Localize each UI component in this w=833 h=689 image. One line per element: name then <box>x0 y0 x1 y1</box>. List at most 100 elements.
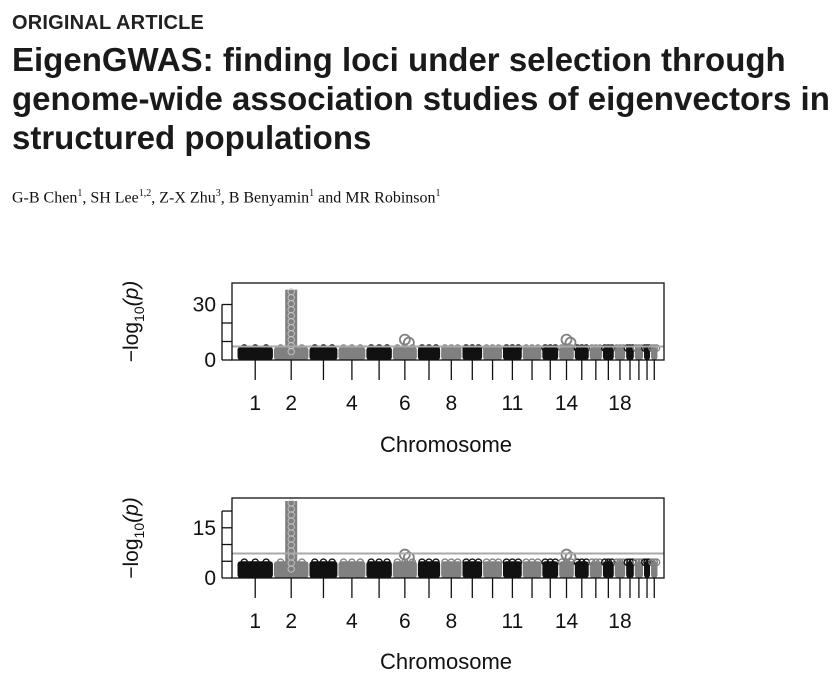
y-tick-label: 0 <box>204 567 216 590</box>
snp-point <box>632 344 640 352</box>
snp-point <box>402 336 415 349</box>
snp-point <box>356 344 365 352</box>
manhattan-panel: 0 30 −log10(p) 1 2 4 6 8 11 14 18 Chromosome <box>120 281 665 457</box>
snp-point <box>650 558 659 567</box>
chromosome-snp-block <box>602 561 614 578</box>
chromosome-snp-block <box>589 347 602 360</box>
snp-point <box>298 344 306 352</box>
snp-point <box>356 558 365 567</box>
chromosome-snp-block <box>651 347 658 360</box>
snp-point <box>328 344 336 352</box>
snp-point <box>287 348 295 356</box>
snp-point <box>375 344 383 352</box>
snp-point <box>600 558 609 567</box>
snp-point <box>287 559 295 567</box>
snp-point <box>652 558 661 567</box>
snp-point <box>287 523 295 531</box>
snp-point <box>287 529 295 537</box>
snp-point <box>588 344 596 352</box>
x-tick-label: 8 <box>445 392 457 415</box>
chromosome-snp-block <box>559 561 574 578</box>
snp-point <box>383 344 391 352</box>
chromosome-snp-block <box>503 347 522 360</box>
snp-point <box>287 565 295 573</box>
article-title-line: genome-wide association studies of eigen… <box>12 80 830 117</box>
article-title: EigenGWAS: finding loci under selection … <box>12 40 830 157</box>
snp-point <box>319 558 328 567</box>
snp-point <box>534 558 542 567</box>
chromosome-snp-block <box>483 347 503 360</box>
plot-frame <box>231 497 665 579</box>
snp-point <box>608 344 616 352</box>
snp-point <box>604 558 613 567</box>
snp-point <box>652 344 661 352</box>
x-tick-label: 2 <box>285 392 297 415</box>
snp-point <box>582 558 591 567</box>
x-tick-label: 11 <box>501 392 523 415</box>
snp-point <box>604 344 613 352</box>
snp-point <box>557 344 566 352</box>
snp-point <box>453 344 462 352</box>
snp-point <box>573 344 582 352</box>
article-title-line: structured populations <box>12 119 372 156</box>
snp-point <box>608 558 616 567</box>
snp-point <box>348 344 356 352</box>
plot-frame <box>231 282 665 361</box>
snp-point <box>298 558 306 567</box>
chromosome-snp-block <box>338 347 366 360</box>
chromosome-snp-block <box>503 561 522 578</box>
chromosome-snp-block <box>237 347 273 360</box>
chromosome-snp-block <box>483 561 503 578</box>
y-axis-label: −log10(p) <box>120 497 147 579</box>
snp-point <box>251 558 260 567</box>
author-affiliation: 1,2 <box>138 188 152 199</box>
x-tick-label: 14 <box>555 610 579 633</box>
chromosome-snp-block <box>574 347 589 360</box>
author-name: SH Lee <box>90 189 139 207</box>
chromosome-snp-block <box>522 347 542 360</box>
snp-point <box>339 344 348 352</box>
snp-point <box>474 344 483 352</box>
y-tick-label: 15 <box>193 517 216 540</box>
snp-point <box>577 344 586 352</box>
snp-point <box>474 558 483 567</box>
snp-point <box>616 344 624 352</box>
snp-point <box>546 344 555 352</box>
chromosome-snp-block <box>366 561 392 578</box>
author-name: G-B Chen <box>12 189 78 207</box>
manhattan-panel: 0 15 −log10(p) 1 2 4 6 8 11 14 18 Chromosome <box>120 497 665 674</box>
chromosome-snp-block <box>462 561 483 578</box>
snp-point <box>648 558 656 567</box>
chromosome-snp-block <box>542 561 559 578</box>
snp-point <box>276 344 285 352</box>
snp-point <box>432 558 440 567</box>
snp-point <box>557 558 566 567</box>
snp-point <box>494 558 503 567</box>
snp-point <box>262 344 270 352</box>
snp-point <box>432 344 440 352</box>
article-type-label: ORIGINAL ARTICLE <box>12 12 205 34</box>
x-tick-label: 4 <box>346 610 358 633</box>
snp-point <box>453 558 462 567</box>
snp-point <box>632 558 640 567</box>
snp-point <box>339 558 348 567</box>
snp-point <box>623 344 632 352</box>
snp-point <box>328 558 336 567</box>
x-tick-label: 11 <box>501 610 523 633</box>
article-title-line: EigenGWAS: finding loci under selection … <box>12 41 786 78</box>
chromosome-snp-block <box>417 347 441 360</box>
snp-point <box>276 558 285 567</box>
snp-point <box>287 541 295 549</box>
x-tick-label: 4 <box>346 392 358 415</box>
snp-point <box>319 344 328 352</box>
snp-point <box>591 558 600 567</box>
chromosome-snp-block <box>237 561 273 578</box>
chromosome-snp-block <box>441 347 462 360</box>
snp-point <box>240 344 249 352</box>
chromosome-snp-block <box>309 561 338 578</box>
chromosome-snp-block <box>366 347 392 360</box>
chromosome-snp-block <box>559 347 574 360</box>
snp-point <box>393 558 402 567</box>
snp-point <box>310 344 319 352</box>
x-axis-label: Chromosome <box>380 649 512 674</box>
